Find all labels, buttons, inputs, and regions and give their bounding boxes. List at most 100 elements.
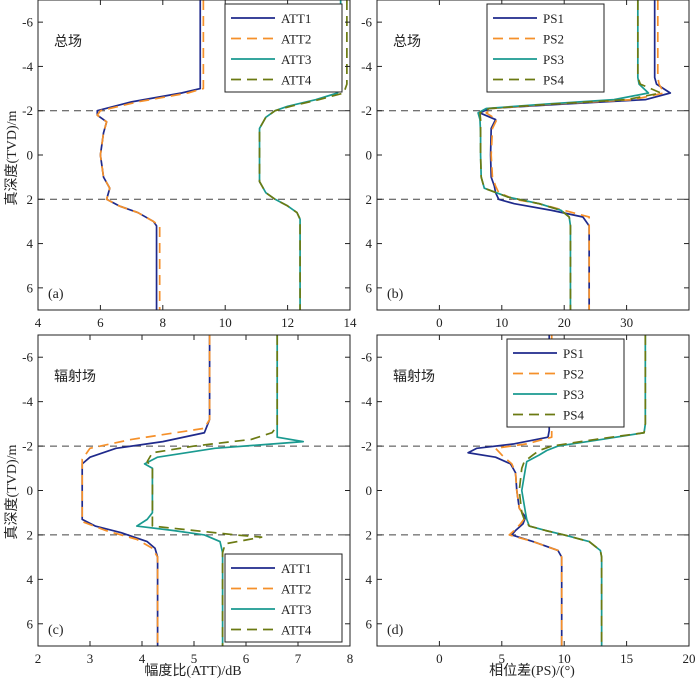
- x-tick-label: 4: [139, 651, 146, 666]
- panel-title: 总场: [393, 34, 421, 50]
- series-line-att1: [81, 335, 211, 646]
- x-axis-title-right: 相位差(PS)/(°): [489, 663, 575, 679]
- y-tick-label: 0: [366, 148, 373, 163]
- legend-label-att2: ATT2: [281, 582, 311, 597]
- y-tick-label: 4: [366, 236, 373, 251]
- y-tick-label: 0: [27, 483, 34, 498]
- series-group: [81, 335, 305, 646]
- x-tick-label: 5: [499, 651, 506, 666]
- series-line-att4: [258, 0, 348, 310]
- panel-d: -6 -4 -2 0 2 4 6 0 5 10 15 20 辐射场 (d) PS1 PS2 PS3 PS4: [361, 334, 696, 666]
- y-tick-label: 2: [366, 527, 373, 542]
- y-tick-label: -6: [361, 350, 372, 365]
- panel-title: 总场: [54, 34, 82, 50]
- series-group: [467, 335, 647, 646]
- legend-label-att4: ATT4: [281, 623, 312, 638]
- x-axis-title-left: 幅度比(ATT)/dB: [144, 663, 241, 679]
- panel-label: (d): [387, 623, 404, 638]
- x-tick-label: 14: [344, 315, 358, 330]
- series-line-ps4: [518, 335, 647, 646]
- x-tick-label: 4: [35, 315, 42, 330]
- legend-label-ps3: PS3: [563, 387, 584, 402]
- series-group: [96, 0, 348, 310]
- legend-label-ps3: PS3: [543, 52, 564, 67]
- series-line-ps1: [479, 0, 672, 310]
- legend-label-att2: ATT2: [281, 32, 311, 47]
- series-line-ps2: [485, 0, 665, 310]
- series-line-att4: [146, 335, 279, 646]
- legend-label-att1: ATT1: [281, 561, 311, 576]
- panel-b: -6 -4 -2 0 2 4 6 0 10 20 30 总场 (b) PS1 PS2 PS3 PS4: [361, 0, 690, 330]
- x-tick-label: 5: [191, 651, 198, 666]
- x-tick-label: 20: [683, 651, 696, 666]
- legend-label-ps2: PS2: [563, 367, 584, 382]
- series-line-att2: [96, 0, 205, 310]
- x-tick-label: 15: [620, 651, 633, 666]
- x-tick-label: 7: [295, 651, 302, 666]
- y-tick-label: -6: [361, 15, 372, 30]
- legend: PS1 PS2 PS3 PS4: [486, 3, 605, 93]
- y-tick-label: 0: [27, 148, 34, 163]
- series-line-ps2: [494, 335, 563, 646]
- y-tick-label: 6: [366, 280, 373, 295]
- y-tick-label: -2: [361, 103, 372, 118]
- y-tick-label: -4: [361, 59, 372, 74]
- y-tick-label: -4: [361, 394, 372, 409]
- series-line-att2: [81, 335, 211, 646]
- x-tick-label: 8: [347, 651, 354, 666]
- x-tick-label: 30: [620, 315, 633, 330]
- y-tick-label: 2: [366, 192, 373, 207]
- legend-label-ps2: PS2: [543, 32, 564, 47]
- legend: PS1 PS2 PS3 PS4: [506, 338, 625, 428]
- y-tick-label: 2: [27, 527, 34, 542]
- panels-group: -6 -4 -2 0 2 4 6 4 6 8 10 12 14 总场 (a) ATT1 ATT2 ATT3 ATT4…: [22, 0, 696, 666]
- panel-title: 辐射场: [393, 369, 435, 385]
- x-tick-label: 0: [436, 651, 443, 666]
- legend-label-att4: ATT4: [281, 73, 312, 88]
- legend-label-ps4: PS4: [543, 73, 564, 88]
- series-group: [477, 0, 672, 310]
- y-tick-label: 6: [27, 616, 34, 631]
- panel-c: -6 -4 -2 0 2 4 6 2 3 4 5 6 7 8 辐射场 (c) ATT1 ATT2 ATT3 ATT4: [22, 334, 354, 666]
- y-tick-label: 6: [27, 280, 34, 295]
- y-tick-label: 4: [27, 572, 34, 587]
- x-tick-label: 10: [558, 651, 571, 666]
- y-tick-label: 6: [366, 616, 373, 631]
- x-tick-label: 10: [219, 315, 232, 330]
- y-tick-label: -2: [361, 439, 372, 454]
- y-tick-label: -4: [22, 59, 33, 74]
- y-axis-title-top: 真深度(TVD)/m: [4, 110, 20, 205]
- y-tick-label: 4: [27, 236, 34, 251]
- panel-title: 辐射场: [54, 369, 96, 385]
- panel-label: (c): [48, 623, 64, 638]
- x-tick-label: 10: [495, 315, 508, 330]
- y-tick-label: -6: [22, 350, 33, 365]
- legend: ATT1 ATT2 ATT3 ATT4: [224, 3, 343, 93]
- legend-label-att3: ATT3: [281, 602, 311, 617]
- panel-label: (a): [48, 287, 64, 302]
- series-line-ps4: [479, 0, 662, 310]
- y-tick-label: -2: [22, 103, 33, 118]
- series-line-att1: [96, 0, 202, 310]
- legend-label-ps1: PS1: [563, 346, 584, 361]
- y-tick-label: 2: [27, 192, 34, 207]
- x-tick-label: 2: [35, 651, 42, 666]
- panel-label: (b): [387, 287, 404, 302]
- legend: ATT1 ATT2 ATT3 ATT4: [224, 553, 343, 643]
- y-tick-label: -4: [22, 394, 33, 409]
- x-tick-label: 3: [87, 651, 94, 666]
- y-tick-label: -6: [22, 15, 33, 30]
- y-tick-label: -2: [22, 439, 33, 454]
- legend-label-ps1: PS1: [543, 11, 564, 26]
- panel-a: -6 -4 -2 0 2 4 6 4 6 8 10 12 14 总场 (a) ATT1 ATT2 ATT3 ATT4: [22, 0, 357, 330]
- y-tick-label: 4: [366, 572, 373, 587]
- x-tick-label: 8: [160, 315, 167, 330]
- x-tick-label: 12: [281, 315, 294, 330]
- x-tick-label: 6: [243, 651, 250, 666]
- x-tick-label: 0: [436, 315, 443, 330]
- legend-label-att3: ATT3: [281, 52, 311, 67]
- x-tick-label: 20: [558, 315, 571, 330]
- legend-label-att1: ATT1: [281, 11, 311, 26]
- y-axis-title-bottom: 真深度(TVD)/m: [4, 444, 20, 539]
